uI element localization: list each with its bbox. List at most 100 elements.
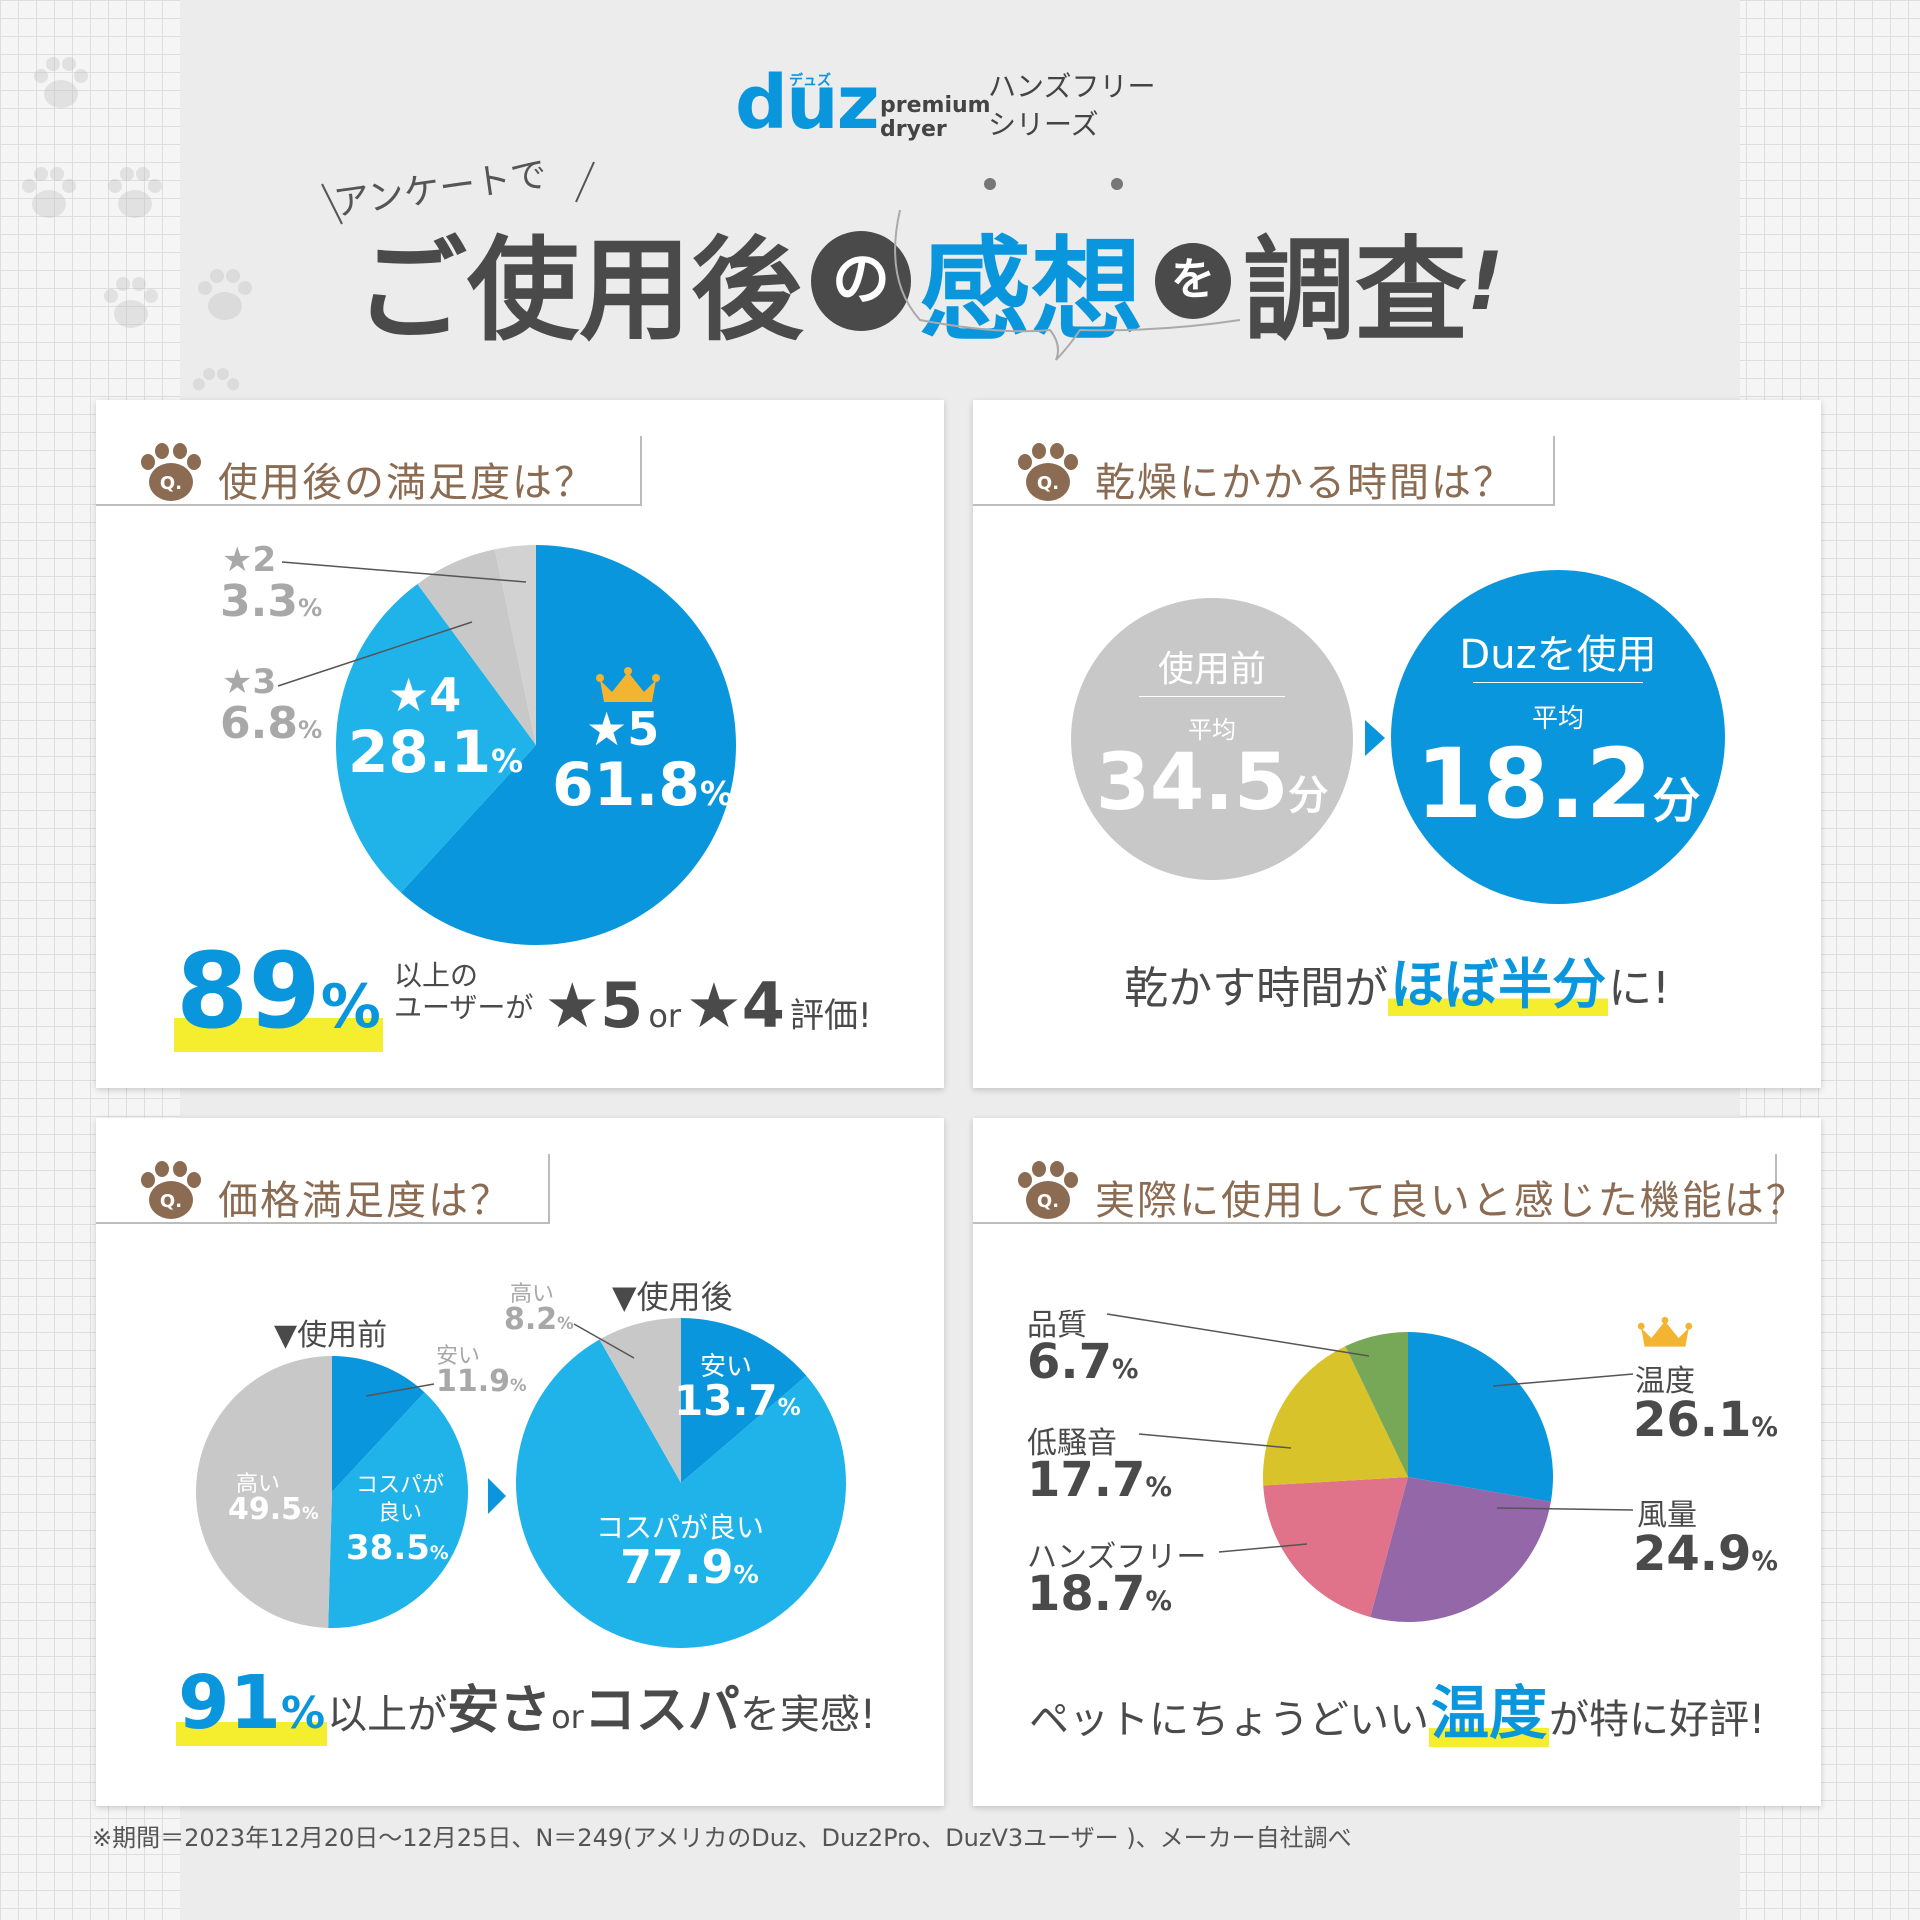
leader-lines	[277, 561, 527, 687]
feature-label-low-noise: 低騒音	[1027, 1426, 1117, 1461]
paw-print-icon	[22, 167, 76, 218]
before-slice-label-cheap: 安い	[436, 1344, 481, 1369]
before-slice-value-cheap: 11.9%	[436, 1364, 527, 1399]
before-value-unit: 分	[1288, 773, 1329, 819]
summary-satisfaction: 89% 以上の ユーザーが ★5 or ★4 評価!	[174, 930, 872, 1052]
before-label: 使用前	[1157, 649, 1266, 690]
features-slice-3	[1263, 1477, 1408, 1617]
price-before-slice-2	[328, 1392, 468, 1628]
question-text: 使用後の満足度は？	[218, 460, 596, 506]
after-slice-value-cheap-number: 13.7	[674, 1376, 778, 1425]
summary-features: ペットにちょうどいい温度が特に好評!	[973, 1666, 1821, 1750]
features-pie-chart	[1263, 1332, 1553, 1622]
price-after-slice-1	[681, 1318, 807, 1483]
after-slice-value-high-number: 8.2	[504, 1302, 558, 1337]
after-circle: Duzを使用 平均 18.2分	[1391, 570, 1725, 904]
brand-logo-kana: デュズ	[789, 73, 831, 89]
summary-text-2: に!	[1608, 963, 1670, 1014]
before-slice-value-cospa: 38.5%	[346, 1528, 449, 1568]
question-paw-icon: Q.	[141, 1161, 201, 1219]
before-slice-value-cheap-number: 11.9	[436, 1364, 511, 1399]
after-slice-value-high: 8.2%	[504, 1302, 574, 1337]
svg-text:Q.: Q.	[160, 473, 182, 494]
series-line-1: ハンズフリー	[988, 70, 1156, 103]
before-slice-value-cospa-number: 38.5	[346, 1528, 430, 1568]
slash-decoration-icon	[321, 183, 343, 225]
before-slice-label-cospa: コスパが良い	[355, 1473, 444, 1526]
before-value-number: 34.5	[1095, 738, 1289, 828]
title-highlight: 感想	[919, 226, 1143, 356]
summary-text-1: ペットにちょうどいい	[1028, 1697, 1429, 1743]
question-underline	[973, 436, 1555, 506]
summary-number: 91%	[176, 1660, 328, 1746]
feature-label-handsfree: ハンズフリー	[1027, 1540, 1207, 1575]
after-slice-value-cospa-number: 77.9	[620, 1540, 734, 1594]
feature-value-airflow-number: 24.9	[1633, 1526, 1752, 1582]
paw-print-icon	[192, 368, 240, 391]
before-divider	[1139, 696, 1285, 697]
slice-value-star2-number: 3.3	[220, 576, 298, 627]
paw-print-icon	[108, 167, 162, 218]
leader-lines	[1106, 1313, 1634, 1553]
feature-value-low-noise: 17.7%	[1027, 1452, 1172, 1508]
brand-logo: duz	[735, 60, 880, 146]
summary-text-1: 乾かす時間が	[1124, 963, 1389, 1014]
summary-price: 91%以上が安さorコスパを実感!	[176, 1660, 876, 1746]
slice-value-star4-number: 28.1	[348, 718, 492, 786]
title-exclaim: !	[1467, 234, 1504, 328]
price-after-slice-2	[516, 1339, 846, 1648]
after-value-unit: 分	[1652, 773, 1701, 829]
header: duz デュズ premium dryer ハンズフリー シリーズ アンケートで…	[0, 0, 1920, 400]
after-slice-value-cospa: 77.9%	[620, 1540, 759, 1594]
brand-sub-dryer: dryer	[880, 117, 947, 142]
summary-text-2: ユーザーが	[393, 991, 534, 1024]
feature-value-temperature: 26.1%	[1633, 1392, 1778, 1448]
leader-lines	[365, 1323, 635, 1397]
before-value: 34.5分	[1071, 738, 1353, 828]
after-avg: 平均	[1531, 704, 1584, 734]
question-paw-icon: Q.	[1018, 443, 1078, 501]
feature-value-temperature-number: 26.1	[1633, 1392, 1752, 1448]
paw-print-icon	[104, 277, 158, 328]
summary-highlight: ほぼ半分	[1388, 953, 1609, 1016]
page-title: ご使用後の感想を調査!	[355, 200, 1504, 356]
features-slice-1	[1408, 1332, 1553, 1502]
question-text: 乾燥にかかる時間は？	[1095, 460, 1515, 506]
question-underline	[973, 1154, 1777, 1224]
series-line-2: シリーズ	[988, 108, 1099, 141]
after-chart-title: ▼使用後	[612, 1278, 733, 1316]
feature-label-temperature: 温度	[1635, 1364, 1695, 1399]
summary-number: 89%	[174, 930, 383, 1052]
after-value: 18.2分	[1391, 728, 1725, 840]
after-slice-value-cheap: 13.7%	[674, 1376, 801, 1425]
crown-icon	[596, 667, 660, 702]
feature-value-quality: 6.7%	[1027, 1334, 1139, 1390]
question-underline	[96, 1154, 550, 1224]
after-label: Duzを使用	[1459, 632, 1657, 678]
title-part-1: ご使用後	[355, 226, 803, 356]
slice-value-star4: 28.1%	[348, 718, 524, 786]
slice-label-star3: ★3	[222, 662, 277, 702]
feature-label-airflow: 風量	[1637, 1498, 1697, 1533]
question-text: 実際に使用して良いと感じた機能は？	[1095, 1178, 1808, 1224]
summary-text-1: 以上の	[393, 959, 478, 992]
satisfaction-slice-3	[417, 549, 536, 745]
slice-value-star2: 3.3%	[220, 576, 323, 627]
summary-or: or	[551, 1698, 584, 1736]
after-slice-label-cheap: 安い	[700, 1352, 753, 1382]
satisfaction-slice-2	[336, 583, 536, 893]
price-before-slice-3	[196, 1356, 332, 1628]
paw-print-icon	[34, 57, 88, 108]
summary-star5: ★5	[544, 969, 644, 1042]
after-slice-label-cospa: コスパが良い	[596, 1511, 765, 1544]
card-drying-time: Q. 乾燥にかかる時間は？ 使用前 平均 34.5分 Duzを使用 平均 18.…	[973, 400, 1821, 1088]
brand-logo-sub: premium dryer	[880, 94, 991, 142]
slice-value-star3-number: 6.8	[220, 698, 298, 749]
question-paw-icon: Q.	[1018, 1161, 1078, 1219]
footnote: ※期間＝2023年12月20日〜12月25日、N＝249(アメリカのDuz、Du…	[92, 1824, 1352, 1852]
card-features: Q. 実際に使用して良いと感じた機能は？ 温度 26.1% 風量 24.9% ハ…	[973, 1118, 1821, 1806]
summary-highlight: 温度	[1428, 1679, 1549, 1747]
svg-text:Q.: Q.	[1037, 1191, 1059, 1212]
feature-value-airflow: 24.9%	[1633, 1526, 1778, 1582]
summary-or: or	[648, 997, 682, 1035]
